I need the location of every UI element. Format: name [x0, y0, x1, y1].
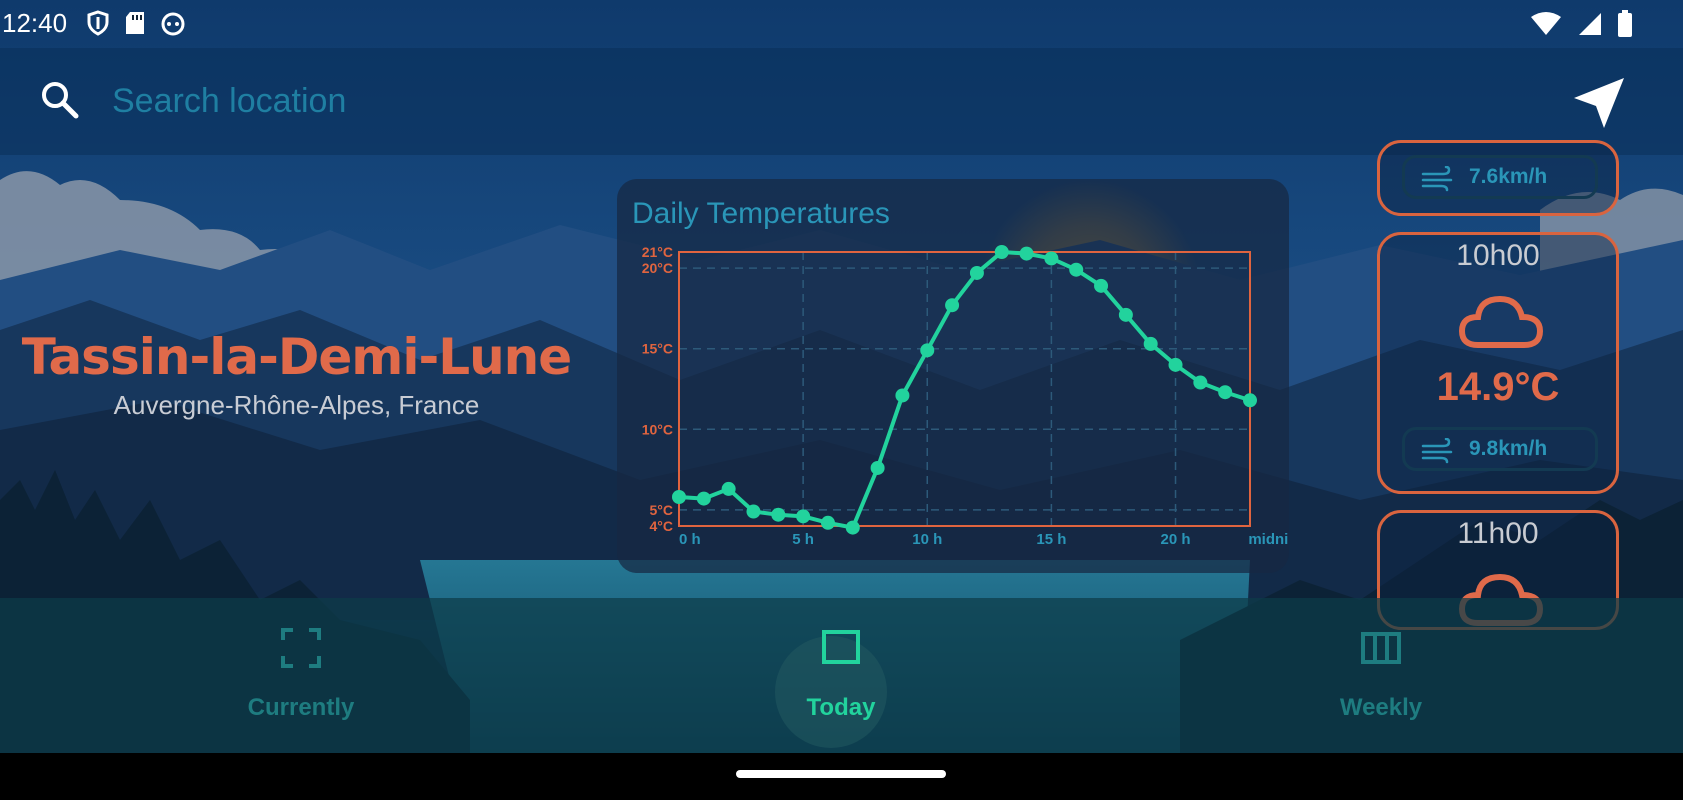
nav-item-today[interactable]: Today — [691, 598, 991, 753]
data-point — [1118, 307, 1133, 322]
data-point — [1218, 385, 1233, 400]
data-point — [845, 520, 860, 535]
search-bar — [0, 48, 1683, 155]
columns-icon — [1361, 632, 1401, 664]
nav-item-currently[interactable]: Currently — [151, 598, 451, 753]
shield-icon — [87, 10, 109, 36]
nav-label: Weekly — [1339, 694, 1423, 721]
data-point — [994, 245, 1009, 259]
active-indicator — [775, 636, 887, 748]
hour-label: 11h00 — [1457, 517, 1539, 550]
data-point — [1044, 251, 1059, 266]
y-tick-label: 15°C — [642, 341, 673, 357]
search-input[interactable] — [110, 76, 1014, 126]
bottom-navigation: Currently Today Weekly — [0, 598, 1683, 753]
android-head-icon — [161, 12, 185, 36]
home-gesture-bar[interactable] — [736, 770, 946, 778]
status-bar: 12:40 — [0, 0, 1683, 48]
wind-badge: 9.8km/h — [1402, 427, 1598, 471]
temperature-chart: 4°C5°C 10°C 15°C 20°C21°C 0 h 5 h 10 h 15 h 20 h… — [642, 244, 1289, 548]
nav-item-weekly[interactable]: Weekly — [1231, 598, 1531, 753]
data-point — [721, 481, 736, 496]
nav-label: Currently — [247, 694, 355, 721]
hour-label: 10h00 — [1456, 239, 1540, 272]
battery-icon — [1618, 10, 1632, 37]
fullscreen-frame-icon — [281, 628, 321, 668]
data-point — [696, 491, 711, 506]
wind-speed: 9.8km/h — [1469, 437, 1548, 460]
city-name: Tassin-la-Demi-Lune — [21, 328, 572, 386]
data-point — [1069, 262, 1084, 277]
data-point — [771, 507, 786, 522]
chart-card — [617, 179, 1289, 573]
y-tick-label: 10°C — [642, 421, 673, 437]
data-point — [1168, 357, 1183, 372]
chart-title: Daily Temperatures — [632, 197, 890, 230]
wind-speed: 7.6km/h — [1469, 165, 1548, 188]
data-point — [945, 298, 960, 313]
wind-icon — [1421, 438, 1453, 464]
data-point — [1193, 375, 1208, 390]
data-point — [820, 515, 835, 530]
wind-badge: 7.6km/h — [1402, 155, 1598, 199]
cell-signal-icon — [1579, 13, 1601, 35]
x-tick-label: 0 h — [679, 531, 701, 548]
y-tick-label: 20°C — [642, 260, 673, 276]
square-icon — [822, 630, 860, 664]
x-tick-label: midnight — [1248, 531, 1289, 548]
y-tick-label: 5°C — [650, 502, 674, 518]
data-point — [1094, 278, 1109, 293]
temperature-line — [678, 250, 1251, 530]
nav-label: Today — [806, 694, 876, 721]
plot-frame — [678, 251, 1251, 527]
search-icon[interactable] — [40, 80, 80, 120]
hour-card: 10h00 14.9°C 9.8km/h — [1377, 232, 1619, 494]
data-point — [1143, 336, 1158, 351]
hour-temperature: 14.9°C — [1436, 365, 1560, 409]
region-name: Auvergne-Rhône-Alpes, France — [113, 390, 480, 420]
wifi-icon — [1531, 12, 1561, 35]
hour-card-partial: 7.6km/h — [1377, 140, 1619, 216]
x-tick-label: 10 h — [912, 531, 942, 548]
sd-card-icon — [126, 12, 144, 34]
data-point — [969, 265, 984, 280]
data-point — [1019, 246, 1034, 261]
data-point — [796, 509, 811, 524]
data-point — [672, 489, 686, 504]
data-point — [895, 388, 910, 403]
navigation-arrow-icon[interactable] — [1568, 72, 1630, 134]
cloud-icon — [1458, 295, 1544, 348]
wind-icon — [1421, 166, 1453, 192]
x-tick-label: 20 h — [1161, 531, 1191, 548]
data-point — [1243, 393, 1257, 408]
y-tick-label: 21°C — [642, 244, 673, 260]
y-tick-label: 4°C — [650, 518, 674, 534]
x-tick-label: 5 h — [792, 531, 814, 548]
data-point — [920, 343, 935, 358]
x-tick-label: 15 h — [1036, 531, 1066, 548]
status-time: 12:40 — [2, 8, 68, 38]
data-point — [870, 460, 885, 475]
data-point — [746, 504, 761, 519]
